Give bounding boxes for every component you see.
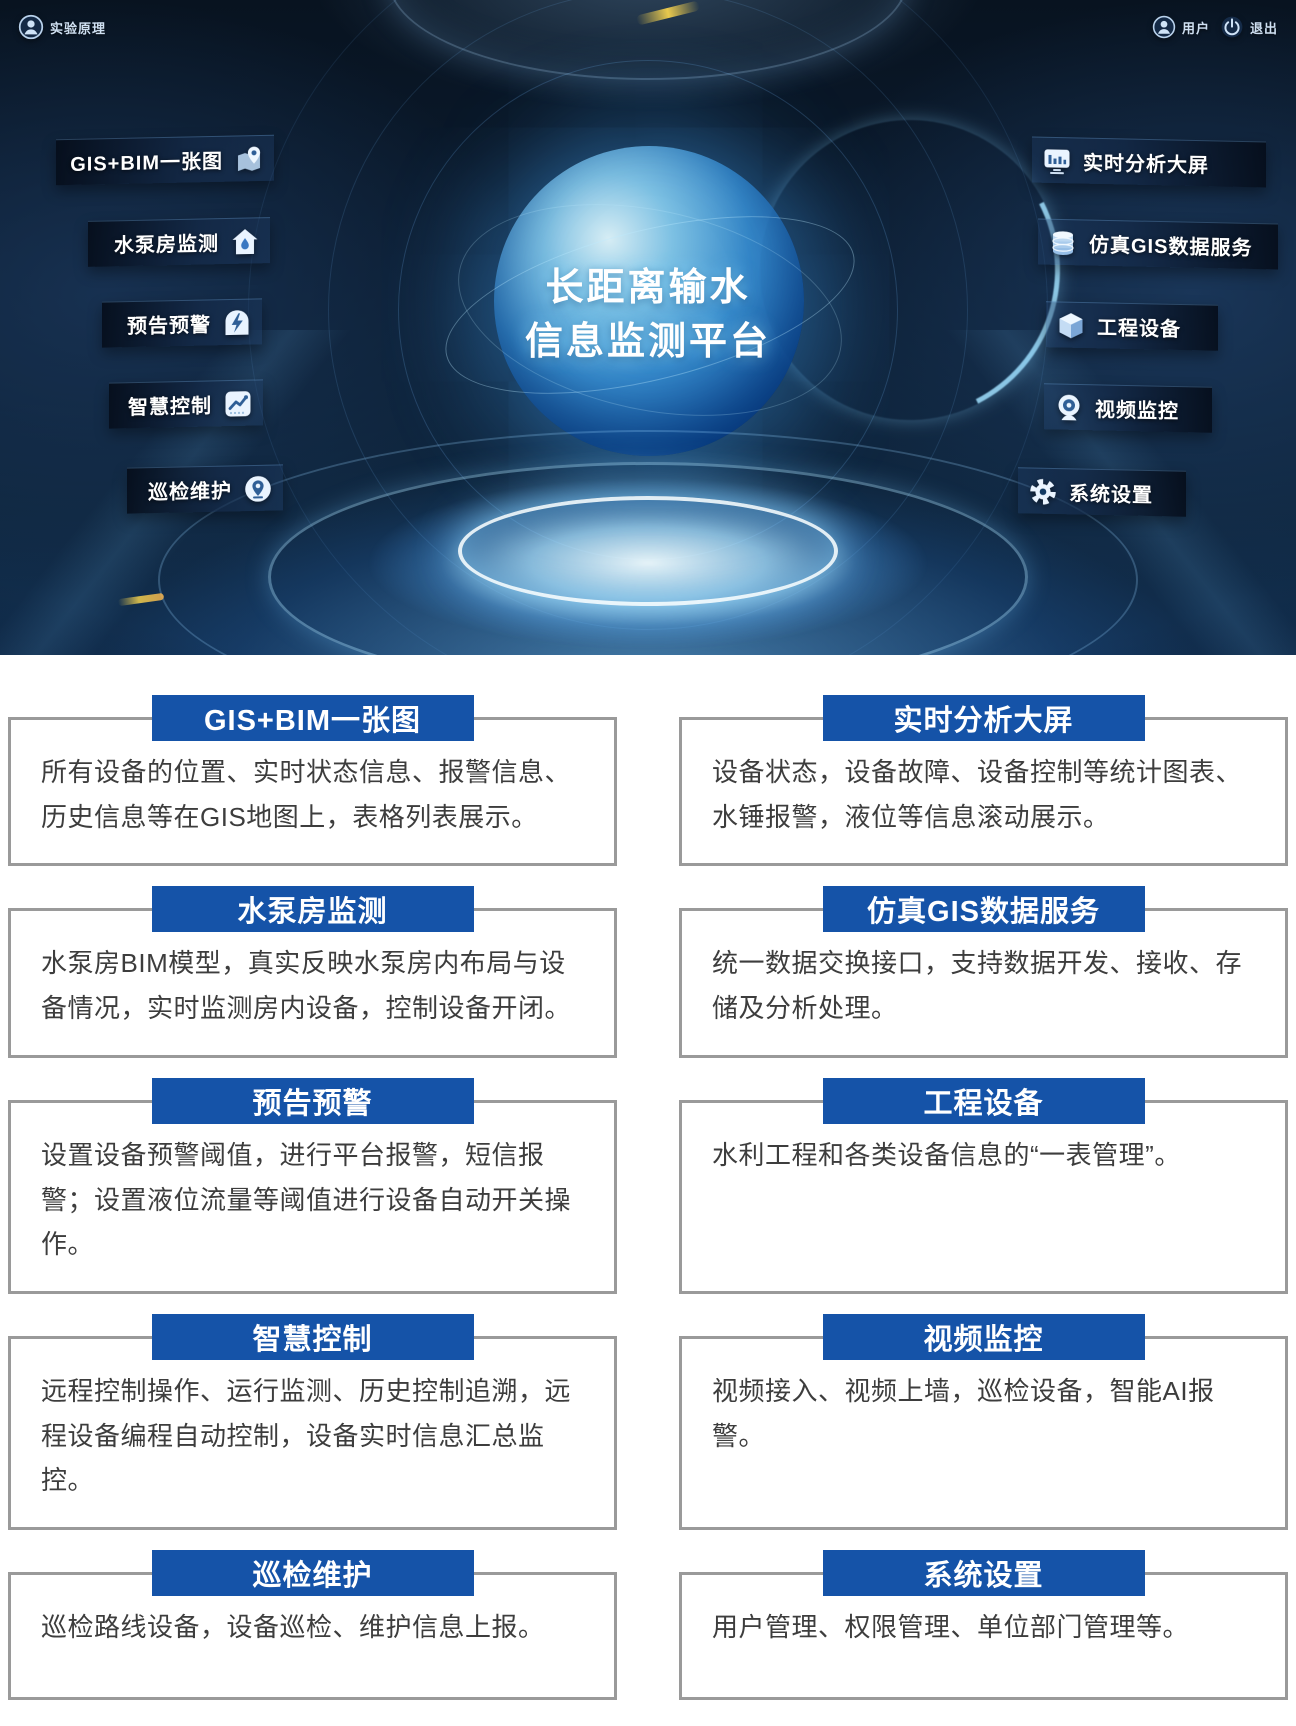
menu-label: 工程设备 [1097, 317, 1181, 342]
card-title: 视频监控 [822, 1314, 1145, 1361]
card-description: 用户管理、权限管理、单位部门管理等。 [712, 1612, 1190, 1643]
bar-chart-screen-icon [1042, 145, 1072, 176]
menu-label: GIS+BIM一张图 [70, 150, 223, 176]
menu-item-simulation-gis-data-service[interactable]: 仿真GIS数据服务 [1038, 218, 1278, 270]
topbar: 实验原理 用户 [0, 0, 1296, 50]
card-realtime-analysis-screen: 实时分析大屏 设备状态，设备故障、设备控制等统计图表、水锤报警，液位等信息滚动展… [679, 695, 1288, 867]
card-forecast-warning: 预告预警 设置设备预警阈值，进行平台报警，短信报警；设置液位流量等阈值进行设备自… [8, 1077, 617, 1295]
menu-item-forecast-warning[interactable]: 预告预警 [102, 298, 262, 348]
line-chart-icon [223, 388, 253, 419]
menu-label: 实时分析大屏 [1083, 152, 1209, 178]
account-button[interactable]: 实验原理 [18, 14, 106, 40]
logout-label: 退出 [1249, 20, 1278, 36]
menu-item-video-surveillance[interactable]: 视频监控 [1044, 383, 1212, 433]
menu-item-system-settings[interactable]: 系统设置 [1018, 467, 1186, 517]
card-description: 远程控制操作、运行监测、历史控制追溯，远程设备编程自动控制，设备实时信息汇总监控… [41, 1376, 572, 1496]
menu-item-gis-bim-map[interactable]: GIS+BIM一张图 [56, 134, 274, 186]
menu-label: 巡检维护 [148, 480, 232, 505]
menu-label: 系统设置 [1069, 483, 1153, 508]
card-title: 智慧控制 [151, 1314, 474, 1361]
yellow-streak [117, 592, 165, 607]
platform-ring [158, 430, 1138, 655]
card-description: 所有设备的位置、实时状态信息、报警信息、历史信息等在GIS地图上，表格列表展示。 [41, 757, 572, 832]
user-label: 用户 [1181, 20, 1210, 36]
card-description: 统一数据交换接口，支持数据开发、接收、存储及分析处理。 [712, 948, 1243, 1024]
menu-label: 水泵房监测 [114, 233, 219, 258]
avatar-icon [18, 14, 44, 40]
card-description: 水利工程和各类设备信息的“一表管理”。 [712, 1139, 1181, 1170]
menu-label: 视频监控 [1095, 399, 1179, 424]
user-icon [1152, 15, 1176, 39]
platform-core-ring [458, 496, 838, 606]
house-droplet-icon [230, 226, 260, 257]
cube-icon [1056, 310, 1086, 341]
menu-item-inspection-maintenance[interactable]: 巡检维护 [127, 464, 283, 514]
platform-ring [268, 462, 1028, 655]
card-title: 水泵房监测 [151, 886, 474, 933]
menu-item-realtime-analysis-screen[interactable]: 实时分析大屏 [1032, 136, 1266, 188]
topbar-left-label: 实验原理 [50, 20, 107, 36]
card-smart-control: 智慧控制 远程控制操作、运行监测、历史控制追溯，远程设备编程自动控制，设备实时信… [8, 1314, 617, 1531]
card-title: 巡检维护 [151, 1550, 474, 1597]
webcam-icon [1054, 392, 1084, 423]
lightning-icon [222, 307, 252, 338]
card-system-settings: 系统设置 用户管理、权限管理、单位部门管理等。 [679, 1550, 1288, 1701]
menu-item-engineering-equipment[interactable]: 工程设备 [1046, 301, 1218, 351]
card-description: 巡检路线设备，设备巡检、维护信息上报。 [41, 1612, 545, 1643]
power-icon [1220, 15, 1244, 39]
card-description: 设置设备预警阈值，进行平台报警，短信报警；设置液位流量等阈值进行设备自动开关操作… [41, 1139, 572, 1260]
platform-glow [368, 478, 928, 648]
logout-button[interactable]: 退出 [1220, 15, 1278, 39]
card-title: 工程设备 [822, 1077, 1145, 1124]
map-pin-icon [234, 143, 264, 174]
card-gis-bim-map: GIS+BIM一张图 所有设备的位置、实时状态信息、报警信息、历史信息等在GIS… [8, 695, 617, 867]
card-simulation-gis-data-service: 仿真GIS数据服务 统一数据交换接口，支持数据开发、接收、存储及分析处理。 [679, 886, 1288, 1058]
menu-label: 预告预警 [127, 314, 211, 339]
card-description: 视频接入、视频上墙，巡检设备，智能AI报警。 [712, 1376, 1215, 1451]
card-title: 仿真GIS数据服务 [822, 886, 1145, 933]
card-pump-house-monitoring: 水泵房监测 水泵房BIM模型，真实反映水泵房内布局与设备情况，实时监测房内设备，… [8, 886, 617, 1058]
card-title: 预告预警 [151, 1077, 474, 1124]
user-button[interactable]: 用户 [1152, 15, 1210, 39]
card-inspection-maintenance: 巡检维护 巡检路线设备，设备巡检、维护信息上报。 [8, 1550, 617, 1701]
card-video-surveillance: 视频监控 视频接入、视频上墙，巡检设备，智能AI报警。 [679, 1314, 1288, 1531]
database-icon [1048, 227, 1078, 258]
menu-label: 仿真GIS数据服务 [1089, 234, 1253, 260]
card-description: 设备状态，设备故障、设备控制等统计图表、水锤报警，液位等信息滚动展示。 [712, 757, 1243, 832]
card-title: 实时分析大屏 [822, 695, 1145, 741]
location-pin-icon [243, 473, 273, 504]
gear-icon [1028, 476, 1058, 507]
menu-label: 智慧控制 [128, 395, 212, 420]
card-title: 系统设置 [822, 1550, 1145, 1597]
feature-cards-section: GIS+BIM一张图 所有设备的位置、实时状态信息、报警信息、历史信息等在GIS… [0, 655, 1296, 1726]
card-title: GIS+BIM一张图 [151, 695, 474, 741]
hero-banner: 实验原理 用户 [0, 0, 1296, 655]
card-engineering-equipment: 工程设备 水利工程和各类设备信息的“一表管理”。 [679, 1077, 1288, 1295]
card-description: 水泵房BIM模型，真实反映水泵房内布局与设备情况，实时监测房内设备，控制设备开闭… [41, 948, 572, 1024]
menu-item-smart-control[interactable]: 智慧控制 [109, 379, 263, 429]
menu-item-pump-house-monitoring[interactable]: 水泵房监测 [88, 217, 270, 267]
